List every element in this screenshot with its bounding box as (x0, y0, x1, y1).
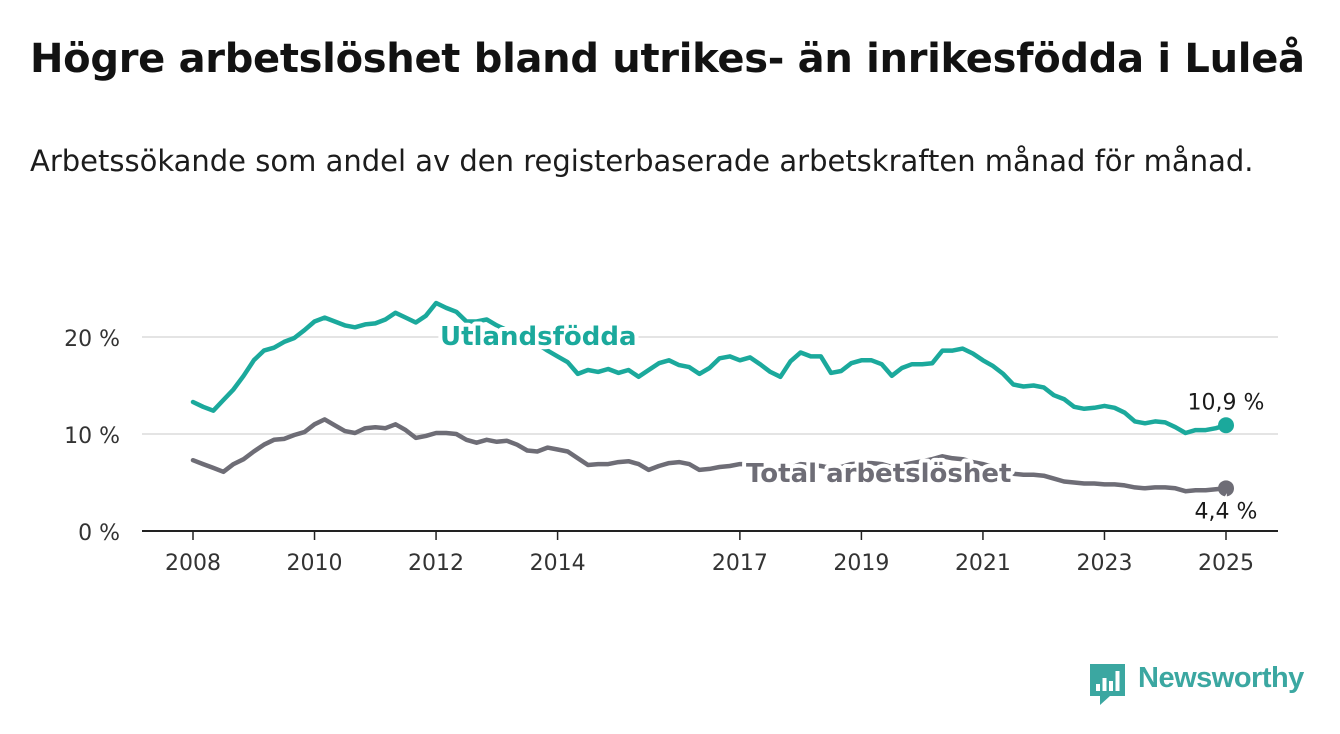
end-label-utlandsf-dda: 10,9 % (1188, 390, 1265, 415)
series-label-utlandsf-dda: Utlandsfödda (440, 322, 637, 352)
series-label-total-arbetsl-shet: Total arbetslöshet (746, 459, 1011, 489)
newsworthy-logo: Newsworthy (1088, 660, 1318, 706)
x-tick-label: 2008 (165, 551, 221, 576)
y-tick-label: 20 % (64, 327, 120, 352)
x-tick-label: 2021 (955, 551, 1011, 576)
x-tick-label: 2025 (1198, 551, 1254, 576)
x-tick-label: 2019 (833, 551, 889, 576)
chart-title: Högre arbetslöshet bland utrikes- än inr… (30, 36, 1305, 82)
x-tick-label: 2014 (530, 551, 586, 576)
x-tick-label: 2010 (287, 551, 343, 576)
line-chart: 0 % 10 % 20 % 2008 2010 2012 2014 2017 2019 2021 2… (64, 300, 1278, 576)
bar-chart-speech-bubble-icon (1090, 664, 1125, 705)
series-line-utlandsf-dda (190, 300, 1229, 436)
x-tick-label: 2012 (408, 551, 464, 576)
end-point-utlandsf-dda (1218, 417, 1234, 434)
end-label-total-arbetsl-shet: 4,4 % (1195, 499, 1258, 524)
y-tick-label: 0 % (78, 521, 120, 546)
x-tick-label: 2023 (1076, 551, 1132, 576)
series-line-total-arbetsl-shet (190, 417, 1229, 494)
y-tick-label: 10 % (64, 424, 120, 449)
brand-name: Newsworthy (1138, 662, 1304, 694)
x-tick-label: 2017 (712, 551, 768, 576)
end-point-total-arbetsl-shet (1218, 480, 1234, 497)
chart-subtitle: Arbetssökande som andel av den registerb… (30, 144, 1254, 178)
